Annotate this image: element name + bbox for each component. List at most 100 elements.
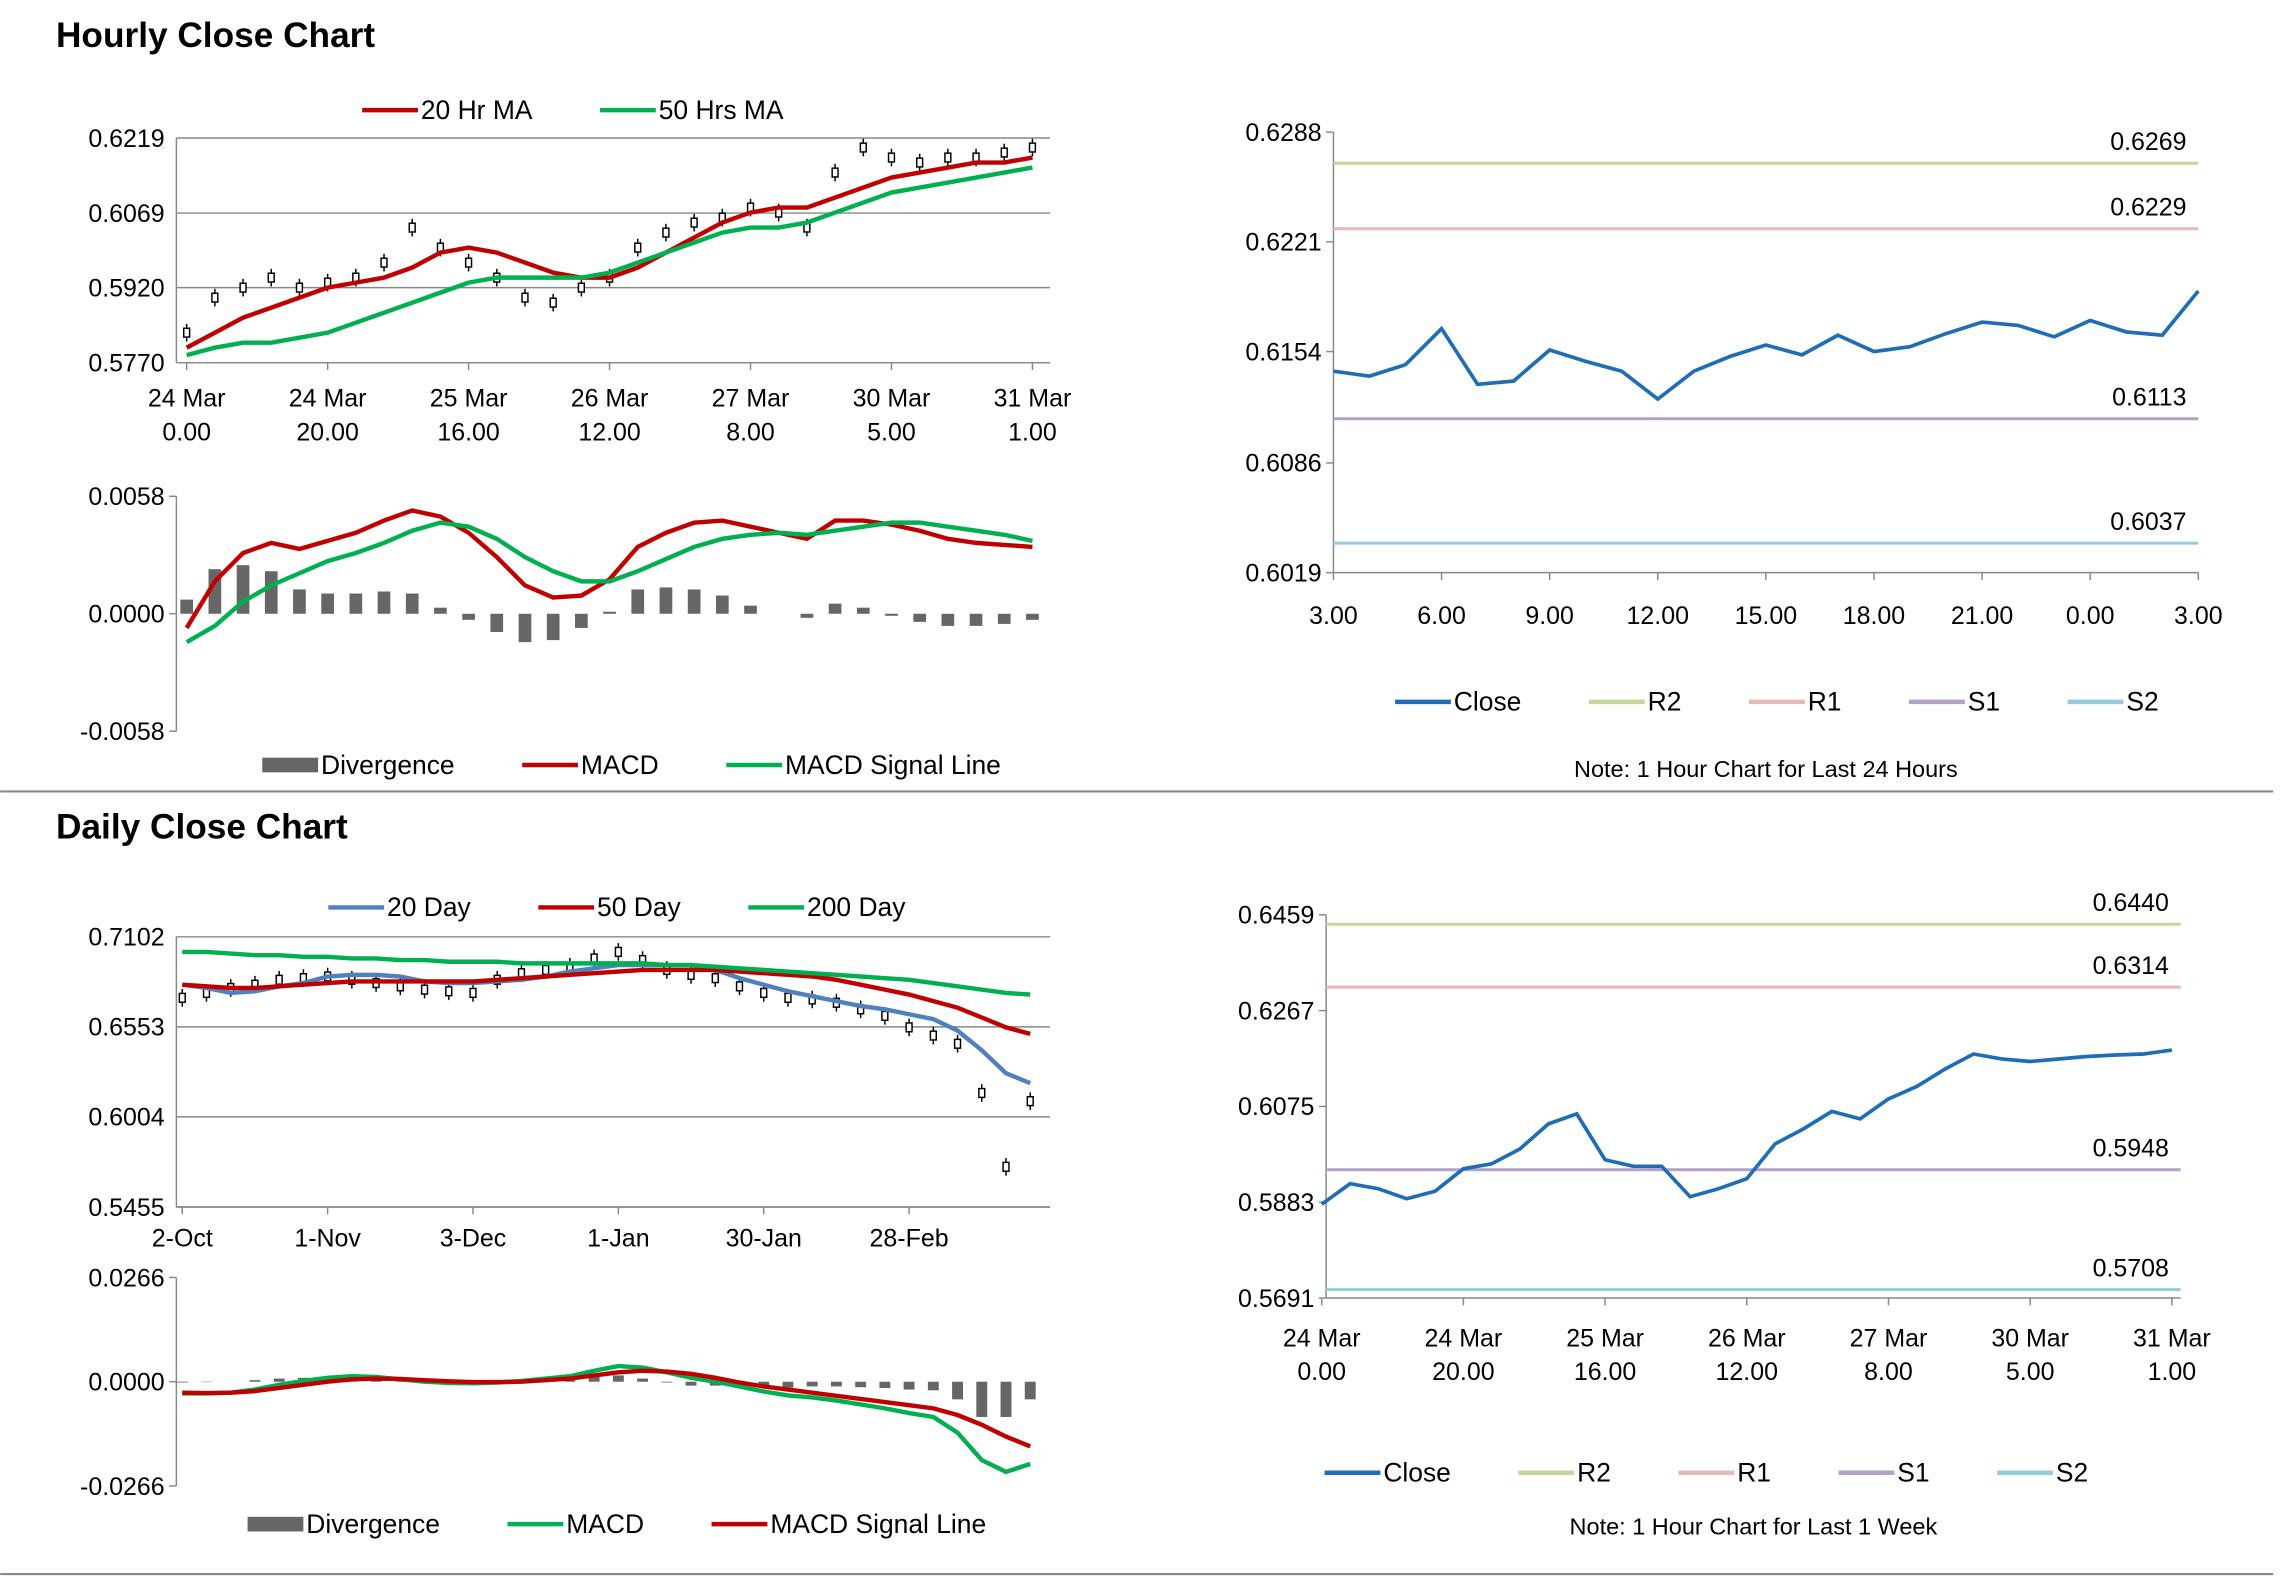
x-tick-label: 1-Jan [587,1225,649,1253]
divergence-bar [1024,1381,1036,1400]
candle [577,282,586,293]
legend-label: 20 Day [387,892,472,922]
x-tick-label: 15.00 [1735,602,1797,630]
divergence-bar [976,1381,988,1417]
x-tick-label: 20.00 [296,419,358,447]
candle [549,297,557,308]
level-label: 0.6229 [2110,194,2186,222]
x-tick-label: 31 Mar [994,385,1072,413]
divergence-bar [631,589,645,614]
candle [542,964,550,976]
candle [521,292,529,303]
divergence-bar [941,613,955,626]
candle [178,992,186,1003]
legend: Divergence MACD MACD Signal Line [262,750,1001,780]
legend-label: Divergence [321,750,455,780]
divergence-bar [828,603,842,614]
series-line [1320,1048,2173,1206]
divergence-bar [349,593,363,614]
y-tick-label: 0.0000 [88,1369,164,1397]
x-tick-label: 30 Mar [853,385,931,413]
y-tick-label: 0.6154 [1245,338,1321,366]
x-tick-label: 5.00 [2006,1358,2055,1386]
divergence-bar [856,607,870,614]
candle [267,272,275,283]
y-tick-label: 0.6288 [1245,119,1321,147]
y-tick-label: 0.0058 [88,483,164,511]
y-tick-label: 0.6221 [1245,229,1321,257]
divergence-bar [612,1375,624,1382]
divergence-bar [879,1381,891,1388]
legend-label: R2 [1648,687,1682,717]
divergence-bar [405,593,419,614]
x-tick-label: 18.00 [1843,602,1905,630]
x-tick-label: 8.00 [726,419,775,447]
candle [735,981,744,992]
candle [887,152,896,163]
legend-label: 20 Hr MA [421,95,533,125]
y-tick-label: 0.5455 [88,1194,164,1222]
legend-label: R1 [1737,1458,1771,1488]
x-tick-label: 24 Mar [148,385,226,413]
chart-note: Note: 1 Hour Chart for Last 24 Hours [1574,756,1958,782]
level-label: 0.6037 [2110,508,2186,536]
y-tick-label: -0.0266 [80,1473,165,1501]
divergence-bar [434,607,447,614]
section-title: Hourly Close Chart [56,16,375,55]
x-tick-label: 24 Mar [289,385,367,413]
candle [634,242,642,253]
divergence-bar [969,613,983,626]
x-tick-label: 9.00 [1525,602,1574,630]
legend-label: R2 [1577,1458,1611,1488]
series-line [182,949,1031,997]
x-tick-label: 27 Mar [712,385,790,413]
divergence-bar [744,605,757,614]
x-tick-label: 26 Mar [571,385,649,413]
x-tick-label: 0.00 [162,419,211,447]
x-tick-label: 0.00 [2066,602,2115,630]
y-tick-label: 0.6004 [88,1104,164,1132]
divergence-bar [685,1381,697,1386]
candle [662,227,670,238]
y-tick-label: 0.5691 [1238,1285,1314,1313]
divergence-bar [370,1380,382,1382]
y-tick-label: 0.5883 [1238,1189,1314,1217]
section-title: Daily Close Chart [56,807,348,846]
y-tick-label: 0.6019 [1245,559,1321,587]
x-tick-label: 27 Mar [1850,1324,1928,1352]
x-tick-label: 12.00 [1716,1358,1778,1386]
divergence-bar [249,1380,261,1382]
candle [978,1087,986,1099]
legend-label: MACD Signal Line [785,750,1001,780]
x-tick-label: 16.00 [437,419,499,447]
legend-label: S1 [1897,1458,1929,1488]
legend-label: S2 [2126,687,2158,717]
series-line [182,967,1031,1037]
divergence-bar [997,613,1011,624]
candle [784,992,792,1003]
divergence-bar [855,1381,867,1388]
level-label: 0.5708 [2093,1254,2169,1282]
x-tick-label: 3.00 [1309,602,1358,630]
candle [953,1038,962,1049]
x-tick-label: 12.00 [578,419,640,447]
x-tick-label: 26 Mar [1708,1324,1786,1352]
divergence-bar [518,613,532,643]
candle [831,167,839,178]
divergence-bar [952,1381,964,1400]
legend: Close R2 R1 S1 S2 [1324,1458,2088,1488]
candle [445,986,453,997]
y-tick-label: -0.0058 [80,718,165,746]
candle [1000,147,1008,158]
x-tick-label: 6.00 [1417,602,1466,630]
candle [905,1022,913,1033]
divergence-bar [715,595,729,614]
chart-note: Note: 1 Hour Chart for Last 1 Week [1570,1513,1938,1539]
candle [211,292,219,303]
candle [1028,142,1037,153]
divergence-bar [462,613,475,620]
divergence-bar [637,1378,649,1382]
legend-label: Close [1454,687,1522,717]
y-tick-label: 0.5770 [88,349,164,377]
